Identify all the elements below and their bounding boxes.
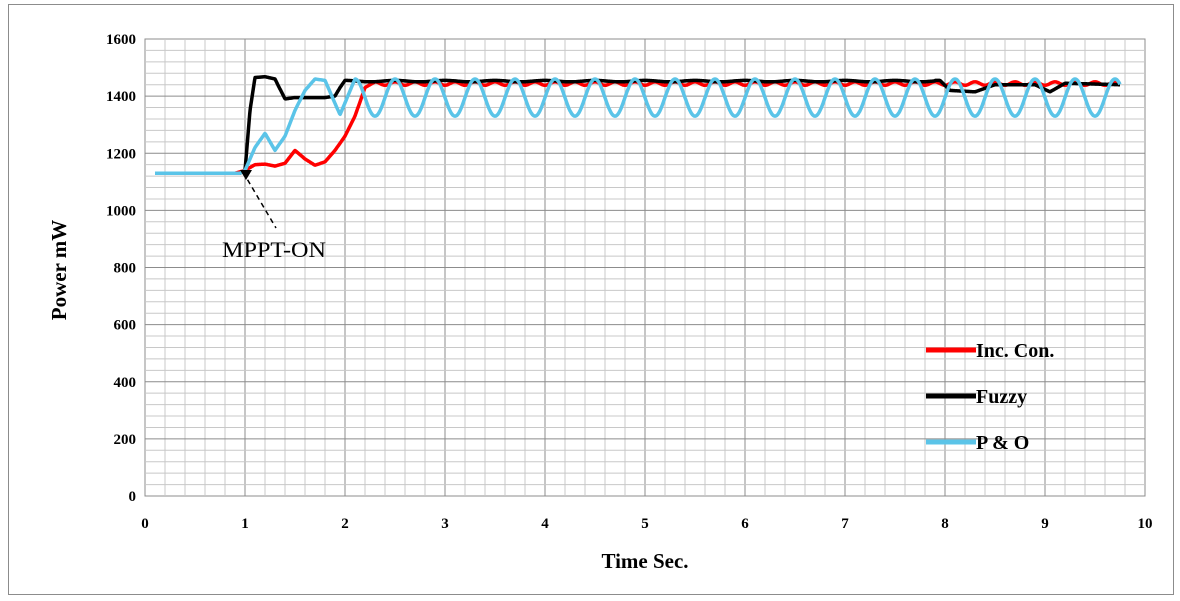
y-tick-label: 800	[114, 261, 137, 277]
x-tick-label: 4	[541, 516, 549, 532]
y-tick-label: 200	[114, 432, 137, 448]
x-tick-label: 5	[641, 516, 649, 532]
annotation-label: MPPT-ON	[222, 237, 326, 262]
x-tick-label: 1	[241, 516, 249, 532]
tick-labels: 0 1 2 3 4 5 6 7 8 9 10 0 200 400 600 800 1000 1200 1400 160…	[106, 32, 1153, 532]
y-tick-label: 600	[114, 318, 137, 334]
legend-label-inc-con: Inc. Con.	[976, 340, 1054, 362]
legend: Inc. Con. Fuzzy P & O	[926, 340, 1054, 454]
y-tick-label: 1600	[106, 32, 136, 48]
x-tick-label: 10	[1138, 516, 1153, 532]
y-tick-label: 1200	[106, 146, 136, 162]
y-tick-label: 0	[129, 489, 137, 505]
annotation-arrowhead	[240, 170, 252, 180]
legend-item-p-and-o: P & O	[926, 432, 1029, 454]
x-axis-label: Time Sec.	[601, 549, 688, 573]
mppt-on-annotation: MPPT-ON	[222, 170, 326, 262]
x-tick-label: 8	[941, 516, 949, 532]
x-tick-label: 2	[341, 516, 349, 532]
series-layer	[153, 74, 1122, 175]
legend-item-fuzzy: Fuzzy	[926, 386, 1027, 408]
chart-frame	[8, 4, 1174, 595]
y-tick-label: 1000	[106, 203, 136, 219]
y-tick-label: 400	[114, 375, 137, 391]
x-tick-label: 3	[441, 516, 449, 532]
legend-label-p-and-o: P & O	[976, 432, 1029, 454]
annotation-leader-line	[242, 171, 277, 229]
series-line-2	[153, 77, 1122, 175]
y-axis-label: Power mW	[47, 220, 71, 321]
x-tick-label: 6	[741, 516, 749, 532]
x-tick-label: 0	[141, 516, 149, 532]
legend-label-fuzzy: Fuzzy	[976, 386, 1027, 408]
x-tick-label: 7	[841, 516, 849, 532]
legend-item-inc-con: Inc. Con.	[926, 340, 1054, 362]
y-tick-label: 1400	[106, 89, 136, 105]
x-tick-label: 9	[1041, 516, 1049, 532]
